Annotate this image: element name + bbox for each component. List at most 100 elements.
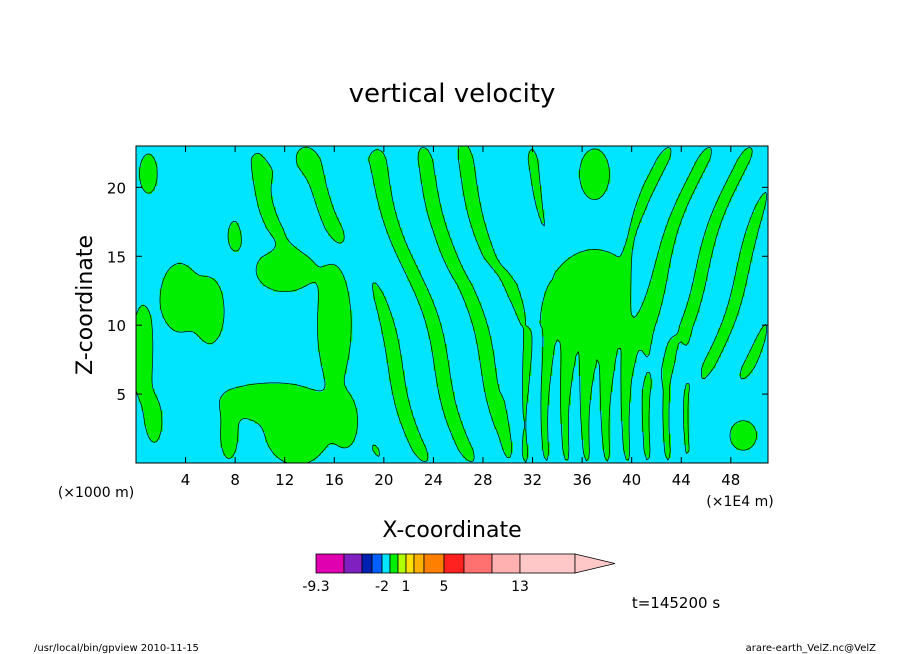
positive-region — [420, 175, 437, 179]
positive-region — [143, 156, 155, 160]
positive-region — [483, 383, 500, 387]
positive-region — [388, 378, 405, 382]
positive-region — [541, 317, 658, 321]
positive-region — [159, 288, 221, 292]
positive-region — [444, 412, 461, 416]
positive-region — [136, 349, 153, 353]
positive-region — [757, 201, 766, 205]
positive-region — [523, 328, 532, 332]
positive-region — [317, 349, 350, 353]
positive-region — [620, 367, 635, 371]
positive-region — [620, 375, 632, 379]
positive-region — [523, 433, 527, 437]
positive-region — [272, 452, 321, 456]
positive-region — [325, 378, 345, 382]
positive-region — [760, 330, 766, 334]
positive-region — [638, 198, 650, 202]
positive-region — [725, 312, 740, 316]
positive-region — [465, 198, 479, 202]
positive-region — [523, 404, 527, 408]
positive-region — [720, 325, 735, 329]
positive-region — [715, 201, 729, 205]
positive-region — [430, 225, 448, 229]
positive-region — [446, 418, 461, 422]
positive-region — [370, 167, 390, 171]
positive-region — [562, 452, 569, 456]
positive-region — [317, 204, 334, 208]
positive-region — [375, 304, 390, 308]
positive-region — [409, 280, 424, 284]
positive-region — [396, 407, 411, 411]
positive-region — [523, 375, 529, 379]
positive-region — [641, 185, 656, 189]
positive-region — [559, 415, 569, 419]
positive-region — [702, 373, 708, 377]
positive-region — [425, 325, 442, 329]
positive-region — [599, 389, 614, 393]
positive-region — [394, 246, 408, 250]
positive-region — [162, 278, 216, 282]
positive-region — [317, 336, 353, 340]
positive-region — [620, 402, 629, 406]
positive-region — [317, 315, 353, 319]
positive-region — [675, 198, 690, 202]
positive-region — [162, 283, 219, 287]
positive-region — [457, 444, 471, 448]
positive-region — [660, 241, 677, 245]
positive-region — [623, 420, 629, 424]
positive-region — [301, 172, 324, 176]
positive-region — [315, 198, 332, 202]
positive-region — [136, 391, 155, 395]
positive-region — [691, 288, 706, 292]
positive-region — [541, 431, 548, 435]
positive-region — [488, 410, 508, 414]
positive-region — [620, 394, 632, 398]
positive-region — [423, 188, 437, 192]
positive-region — [462, 177, 477, 181]
positive-region — [520, 320, 527, 324]
positive-region — [317, 325, 353, 329]
positive-region — [470, 315, 484, 319]
positive-region — [462, 185, 479, 189]
positive-region — [378, 317, 395, 321]
positive-region — [628, 233, 637, 237]
positive-region — [136, 341, 153, 345]
positive-region — [162, 286, 221, 290]
positive-region — [562, 436, 569, 440]
positive-region — [559, 375, 574, 379]
positive-region — [675, 204, 687, 208]
positive-region — [430, 346, 448, 350]
positive-region — [486, 396, 503, 400]
positive-region — [467, 212, 482, 216]
positive-region — [581, 375, 595, 379]
positive-region — [662, 233, 677, 237]
positive-region — [536, 198, 542, 202]
positive-region — [462, 455, 474, 459]
positive-region — [641, 389, 650, 393]
positive-region — [644, 378, 653, 382]
positive-region — [523, 325, 529, 329]
positive-region — [267, 441, 353, 445]
positive-region — [552, 278, 632, 282]
positive-region — [678, 196, 693, 200]
positive-region — [662, 428, 669, 432]
positive-region — [599, 394, 611, 398]
positive-region — [683, 426, 690, 430]
colorbar-segment — [405, 553, 415, 574]
positive-region — [136, 325, 153, 329]
positive-region — [380, 325, 395, 329]
positive-region — [528, 156, 537, 160]
positive-region — [478, 354, 495, 358]
positive-region — [228, 233, 242, 237]
positive-region — [320, 214, 337, 218]
positive-region — [686, 449, 690, 453]
positive-region — [562, 262, 632, 266]
positive-region — [636, 201, 648, 205]
positive-region — [494, 267, 506, 271]
positive-region — [665, 455, 671, 459]
positive-region — [683, 315, 698, 319]
positive-region — [559, 359, 577, 364]
positive-region — [307, 177, 326, 181]
positive-region — [631, 217, 642, 221]
positive-region — [259, 259, 313, 263]
